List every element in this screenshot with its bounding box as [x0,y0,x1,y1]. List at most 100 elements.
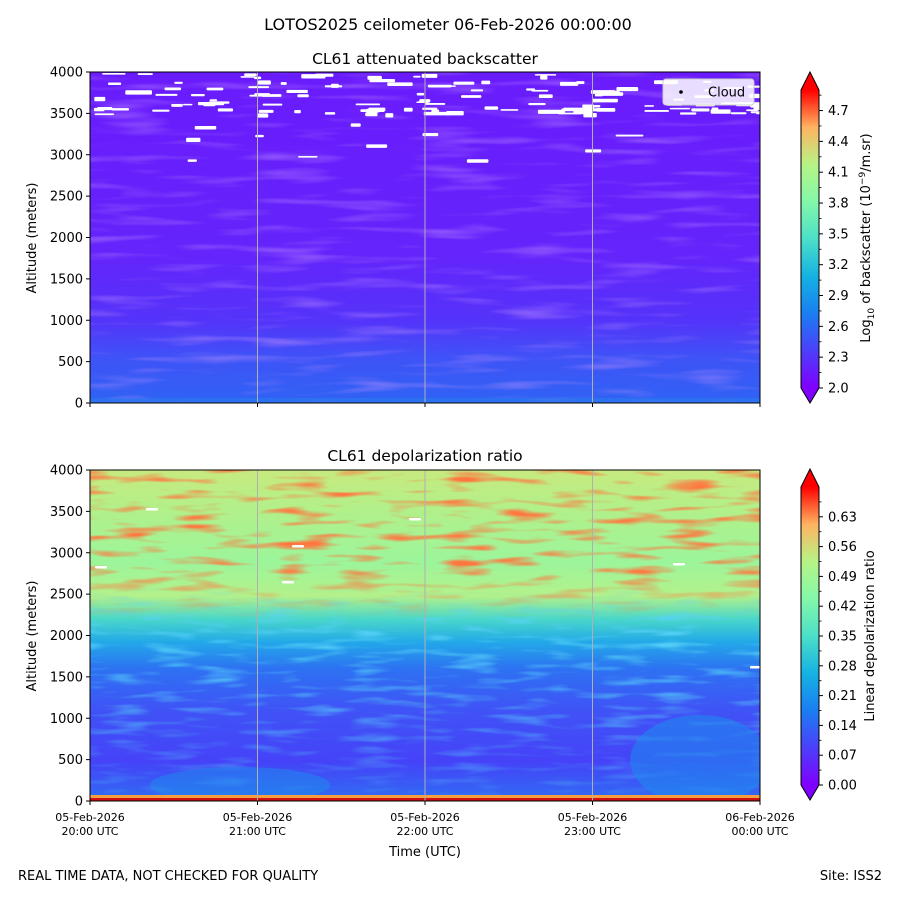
cloud-patch [540,75,548,80]
cloud-patch [137,73,153,75]
backscatter-colorbar-ticks: 2.0 2.3 2.6 2.9 3.2 3.5 3.8 4.1 4.4 4.7 [819,94,849,397]
cloud-patch [615,134,644,137]
x-tick-date-label: 05-Feb-2026 [223,811,292,824]
cloud-patch [416,92,425,96]
cloud-patch [644,109,669,112]
site-label: Site: ISS2 [819,869,882,884]
depolarization-ylabel: Altitude (meters) [25,581,40,692]
cloud-patch [403,107,413,112]
cloud-patch [256,113,269,118]
cloud-patch [125,90,152,95]
backscatter-field [90,72,760,403]
backscatter-y-tick-label: 2500 [50,190,83,205]
cloud-patch [280,82,287,85]
backscatter-colorbar-tick-label: 4.4 [828,135,849,150]
depolarization-field [90,470,760,801]
cloud-patch [591,98,618,103]
cloud-patch [669,107,691,110]
cloud-patch [298,155,318,158]
cloud-patch [563,107,587,112]
cloud-patch [258,109,274,113]
cloud-patch [108,82,122,86]
cloud-patch [416,101,429,104]
depolarization-colorbar-tick-label: 0.49 [828,570,857,585]
backscatter-y-tick-label: 1500 [50,272,83,287]
cloud-patch [538,94,553,99]
cloud-patch [97,107,113,111]
cloud-patch [171,103,183,107]
missing-data-patch [146,508,158,511]
cloud-patch [387,82,413,86]
cloud-patch [534,74,557,76]
cloud-patch [365,112,378,117]
x-tick-date-label: 05-Feb-2026 [390,811,459,824]
cloud-patch [453,81,475,85]
backscatter-x-ticks [89,403,761,407]
depolarization-y-tick-label: 0 [75,795,83,810]
cloud-patch [262,103,283,106]
cloud-patch [593,104,601,108]
cloud-patch [324,112,336,115]
backscatter-colorbar-tick-label: 2.3 [828,351,849,366]
cloud-patch [208,101,230,104]
cloud-patches [93,73,760,163]
cloud-patch [425,102,446,105]
depolarization-colorbar-tick-label: 0.35 [828,630,857,645]
depolarization-y-ticks: 0 500 1000 1500 2000 2500 3000 3500 4000 [50,464,90,810]
cloud-patch [431,109,440,113]
x-axis-label: Time (UTC) [388,845,461,860]
depolarization-colorbar-ticks: 0.00 0.07 0.14 0.21 0.28 0.35 0.42 0.49 0.56 0.63 [819,501,857,794]
cloud-patch [421,73,438,78]
cloud-patch [301,74,326,79]
cloud-patch [294,109,301,114]
cloud-patch [446,111,464,116]
cloud-patch [203,103,216,107]
cloud-patch [297,94,309,98]
missing-data-patch [95,566,107,569]
cloud-legend-label: Cloud [708,86,745,101]
cloud-patch [261,94,282,97]
cloud-patch [366,144,388,148]
cloud-patch [217,108,234,112]
depolarization-colorbar-tick-label: 0.07 [828,749,857,764]
depolarization-colorbar-tick-label: 0.14 [828,719,857,734]
depolarization-y-tick-label: 3500 [50,505,83,520]
x-tick-date-label: 06-Feb-2026 [725,811,794,824]
cloud-legend-marker [679,90,683,94]
x-tick-time-label: 22:00 UTC [396,825,453,838]
cloud-patch [466,159,489,163]
cloud-patch [248,86,270,89]
depolarization-title: CL61 depolarization ratio [327,447,522,465]
backscatter-y-tick-label: 2000 [50,231,83,246]
cloud-legend: Cloud [662,78,755,106]
depolarization-colorbar-tick-label: 0.56 [828,540,857,555]
backscatter-y-tick-label: 3000 [50,148,83,163]
cloud-patch [594,93,603,97]
cloud-patch [481,80,491,85]
cloud-patch [531,89,549,92]
depolarization-colorbar-tick-label: 0.00 [828,779,857,794]
cloud-patch [730,112,747,115]
cloud-patch [350,123,361,127]
backscatter-colorbar-tick-label: 4.7 [828,104,849,119]
cloud-patch [324,85,343,88]
backscatter-panel: CL61 attenuated backscatter Cloud 0 500 10… [25,50,877,412]
backscatter-ylabel: Altitude (meters) [25,183,40,294]
cloud-patch [187,159,197,162]
cloud-patch [209,99,218,102]
cloud-patch [528,103,546,106]
backscatter-colorbar-tick-label: 2.0 [828,382,849,397]
backscatter-colorbar-tick-label: 4.1 [828,166,849,181]
cloud-patch [558,112,581,115]
x-tick-time-label: 20:00 UTC [61,825,118,838]
cloud-patch [111,108,130,111]
cloud-patch [102,73,126,75]
cloud-patch [599,92,624,96]
cloud-patch [94,113,115,116]
quality-disclaimer: REAL TIME DATA, NOT CHECKED FOR QUALITY [18,869,319,884]
depolarization-colorbar-label: Linear depolarization ratio [863,550,878,721]
cloud-patch [537,109,566,114]
cloud-patch [644,105,655,107]
depolarization-colorbar-tick-label: 0.42 [828,600,857,615]
